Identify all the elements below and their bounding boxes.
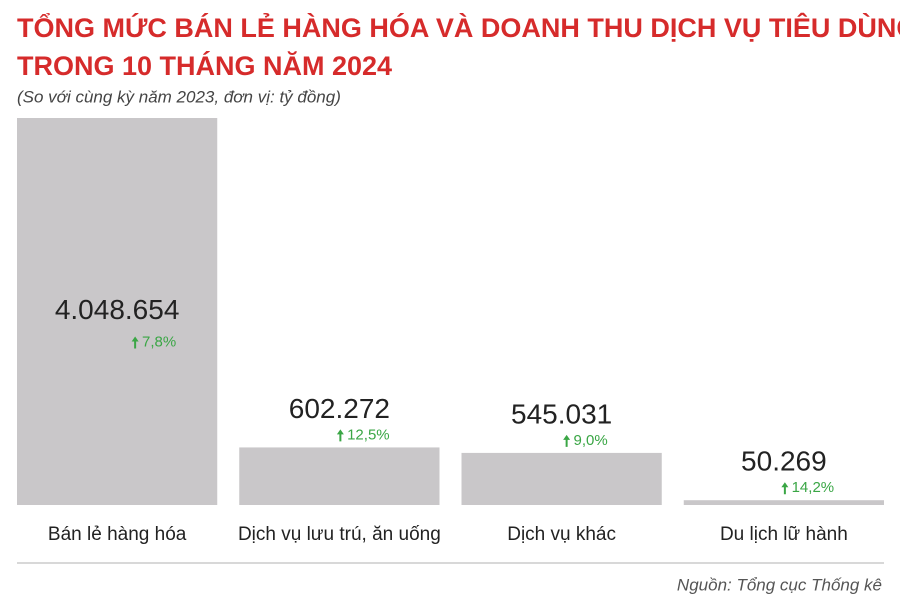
bar bbox=[17, 118, 218, 505]
growth-label: 12,5% bbox=[347, 426, 390, 443]
chart-subtitle: (So với cùng kỳ năm 2023, đơn vị: tỷ đồn… bbox=[17, 87, 341, 106]
growth-label: 7,8% bbox=[142, 333, 176, 350]
x-tick-label: Dịch vụ lưu trú, ăn uống bbox=[238, 524, 441, 545]
x-tick-label: Bán lẻ hàng hóa bbox=[48, 524, 187, 545]
value-label: 4.048.654 bbox=[55, 294, 180, 325]
value-label: 545.031 bbox=[511, 398, 612, 429]
chart-title: TỔNG MỨC BÁN LẺ HÀNG HÓA VÀ DOANH THU DỊ… bbox=[17, 11, 900, 43]
source: Nguồn: Tổng cục Thống kê bbox=[677, 575, 882, 594]
bar bbox=[461, 452, 662, 505]
value-label: 602.272 bbox=[289, 393, 390, 424]
growth-arrow bbox=[563, 434, 571, 447]
chart-title: TRONG 10 THÁNG NĂM 2024 bbox=[17, 50, 392, 81]
growth-arrow bbox=[131, 336, 139, 349]
growth-label: 14,2% bbox=[792, 479, 835, 496]
growth-label: 9,0% bbox=[574, 432, 608, 449]
growth-arrow bbox=[336, 429, 344, 442]
value-label: 50.269 bbox=[741, 446, 827, 477]
growth-arrow bbox=[781, 482, 789, 495]
x-tick-label: Du lịch lữ hành bbox=[720, 524, 848, 545]
x-tick-label: Dịch vụ khác bbox=[507, 524, 616, 545]
bar bbox=[239, 447, 440, 505]
bar bbox=[683, 500, 884, 505]
